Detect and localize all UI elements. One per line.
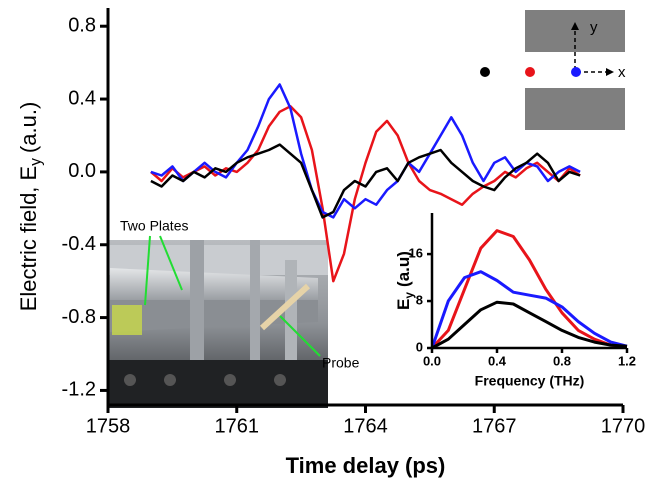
photo-label: Two Plates bbox=[120, 218, 188, 234]
x-axis-title: Time delay (ps) bbox=[286, 453, 446, 478]
data-line bbox=[150, 83, 581, 219]
y-tick-label: -0.4 bbox=[62, 233, 96, 255]
y-tick-label: 0.8 bbox=[68, 14, 96, 36]
data-line bbox=[430, 270, 628, 349]
y-axis-title: Electric field, Ey (a.u.) bbox=[16, 102, 45, 312]
x-tick-label: 1770 bbox=[601, 415, 646, 437]
x-tick-label: 0.4 bbox=[488, 354, 507, 369]
y-axis-title-part: (a.u.) bbox=[16, 102, 41, 153]
y-axis-title-part: y bbox=[402, 292, 416, 299]
axis-label: x bbox=[618, 64, 626, 81]
y-tick-label: 8 bbox=[416, 292, 423, 307]
x-tick-label: 1767 bbox=[472, 415, 517, 437]
x-tick-label: 1758 bbox=[86, 415, 131, 437]
x-axis-title: Frequency (THz) bbox=[475, 373, 585, 389]
schematic: y x bbox=[480, 10, 626, 130]
x-tick-label: 1.2 bbox=[618, 354, 636, 369]
y-tick-label: 0.4 bbox=[68, 87, 96, 109]
plots: 0.8 0.4 0.0 -0.4 -0.8 -1.2 1758 1761 1764 1767 177… bbox=[16, 8, 645, 478]
x-tick-label: 0.0 bbox=[423, 354, 441, 369]
y-axis-title-part: E bbox=[394, 299, 413, 310]
y-tick-label: 16 bbox=[409, 246, 423, 261]
data-line bbox=[430, 229, 628, 350]
y-tick-label: -1.2 bbox=[62, 379, 96, 401]
y-axis-title-part: y bbox=[28, 158, 45, 166]
x-tick-label: 1761 bbox=[215, 415, 260, 437]
y-axis-title: Ey (a.u) bbox=[394, 251, 416, 310]
y-tick-label: -0.8 bbox=[62, 306, 96, 328]
data-line bbox=[150, 143, 581, 219]
y-tick-label: 0 bbox=[416, 339, 423, 354]
axis-label: y bbox=[590, 19, 598, 36]
data-line bbox=[431, 300, 628, 350]
y-axis-title-part: (a.u) bbox=[394, 251, 413, 287]
x-tick-label: 1764 bbox=[343, 415, 388, 437]
y-axis-title-part: Electric field, E bbox=[16, 166, 41, 312]
x-tick-label: 0.8 bbox=[553, 354, 571, 369]
y-tick-label: 0.0 bbox=[68, 160, 96, 182]
photo-label: Probe bbox=[322, 355, 360, 371]
photo: Two Plates Probe bbox=[108, 218, 360, 408]
